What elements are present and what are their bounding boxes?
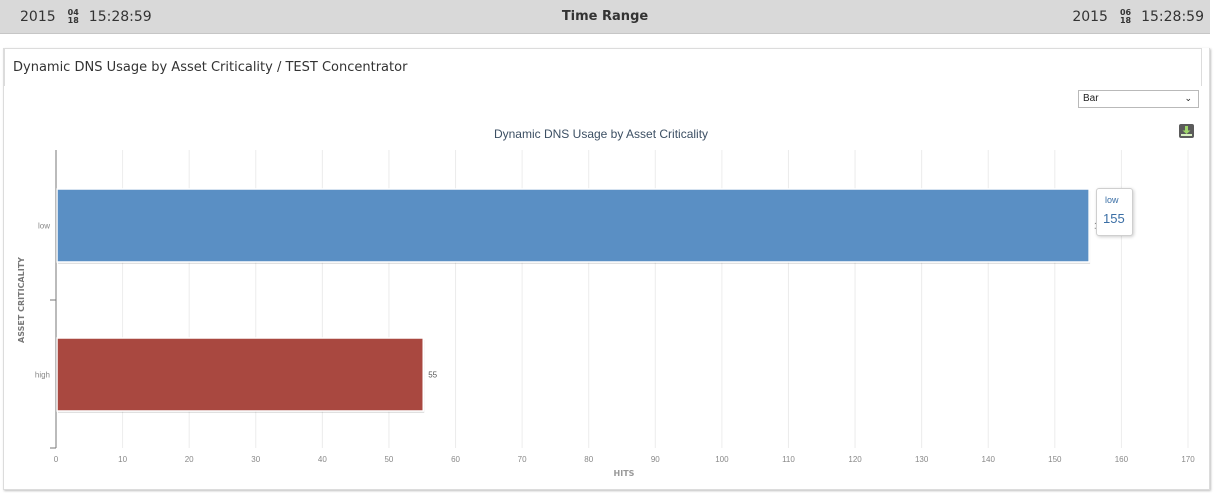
- chart-type-select[interactable]: Bar ⌄: [1078, 90, 1199, 108]
- end-time[interactable]: 2015 06 18 15:28:59: [1072, 0, 1204, 34]
- tooltip-value: 155: [1103, 211, 1125, 226]
- x-tick-label: 70: [518, 455, 527, 464]
- bar-tooltip: low 155: [1096, 188, 1133, 236]
- download-icon[interactable]: [1179, 124, 1194, 138]
- start-day: 18: [67, 16, 79, 25]
- start-clock: 15:28:59: [88, 9, 152, 25]
- time-range-label: Time Range: [561, 9, 649, 24]
- end-date: 06 18: [1120, 9, 1131, 25]
- start-date: 04 18: [68, 9, 79, 25]
- x-tick-label: 30: [251, 455, 260, 464]
- start-year: 2015: [20, 9, 56, 25]
- x-tick-label: 50: [384, 455, 393, 464]
- x-tick-label: 40: [318, 455, 327, 464]
- chevron-down-icon: ⌄: [1184, 93, 1192, 103]
- y-axis-label: ASSET CRITICALITY: [17, 257, 26, 343]
- x-tick-label: 0: [54, 455, 59, 464]
- x-tick-label: 160: [1115, 455, 1129, 464]
- x-tick-label: 130: [915, 455, 929, 464]
- panel-title: Dynamic DNS Usage by Asset Criticality /…: [4, 48, 1202, 86]
- x-tick-label: 100: [715, 455, 729, 464]
- start-month: 04: [67, 8, 79, 17]
- y-tick-label: low: [38, 222, 50, 231]
- x-tick-label: 20: [185, 455, 194, 464]
- tooltip-category: low: [1105, 195, 1119, 205]
- time-range-bar: 2015 04 18 15:28:59 Time Range 2015 06 1…: [0, 0, 1210, 34]
- start-time[interactable]: 2015 04 18 15:28:59: [20, 0, 152, 34]
- x-tick-label: 80: [584, 455, 593, 464]
- x-tick-label: 10: [118, 455, 127, 464]
- chart-title: Dynamic DNS Usage by Asset Criticality: [494, 127, 708, 141]
- x-tick-label: 60: [451, 455, 460, 464]
- x-tick-label: 150: [1048, 455, 1062, 464]
- end-month: 06: [1119, 8, 1132, 17]
- x-axis-label: HITS: [614, 469, 635, 478]
- bar-chart: Dynamic DNS Usage by Asset Criticality 0…: [17, 127, 1195, 478]
- x-tick-label: 90: [651, 455, 660, 464]
- chart-axes: [50, 150, 57, 449]
- data-label: 55: [428, 371, 437, 380]
- end-clock: 15:28:59: [1141, 9, 1204, 25]
- x-tick-label: 170: [1181, 455, 1195, 464]
- chart-panel: Dynamic DNS Usage by Asset Criticality /…: [3, 48, 1210, 490]
- chart-type-value: Bar: [1083, 93, 1099, 104]
- x-tick-label: 110: [782, 455, 795, 464]
- end-day: 18: [1119, 16, 1132, 25]
- bar-high[interactable]: [56, 337, 424, 412]
- x-tick-label: 120: [848, 455, 862, 464]
- download-icon-glyph: [1181, 126, 1192, 136]
- x-tick-label: 140: [982, 455, 996, 464]
- chart-bars: [56, 188, 1091, 414]
- y-tick-label: high: [35, 371, 50, 380]
- end-year: 2015: [1072, 9, 1108, 25]
- bar-low[interactable]: [56, 188, 1090, 263]
